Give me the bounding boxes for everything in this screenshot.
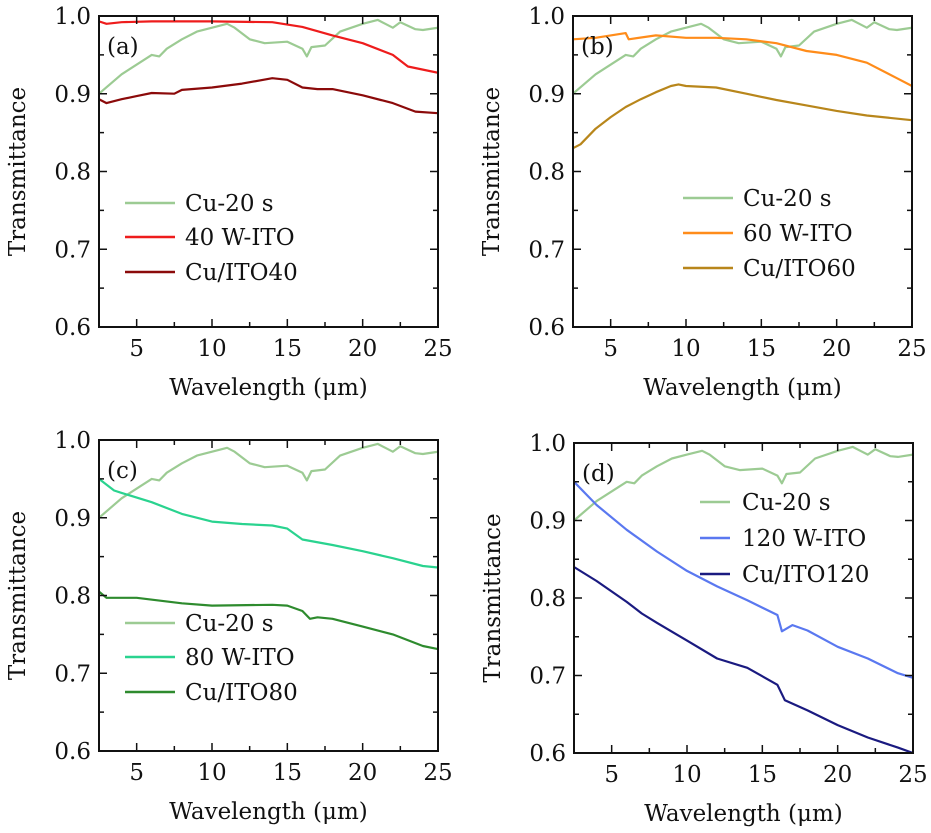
y-tick-label: 0.6 xyxy=(528,315,565,341)
legend-label: Cu-20 s xyxy=(185,191,274,217)
plot-frame xyxy=(572,15,913,328)
legend-label: 80 W-ITO xyxy=(185,645,295,671)
x-tick-label: 10 xyxy=(671,336,700,362)
x-axis-label: Wavelength (μm) xyxy=(643,375,842,401)
legend-label: Cu/ITO60 xyxy=(743,256,856,282)
legend-label: 60 W-ITO xyxy=(743,221,853,247)
legend-label: 120 W-ITO xyxy=(742,526,866,552)
x-tick-label: 25 xyxy=(898,762,927,788)
x-tick-label: 20 xyxy=(823,762,852,788)
x-axis-label: Wavelength (μm) xyxy=(169,375,368,401)
panel-b: Cu-20 s 60 W-ITO Cu/ITO60 5 10 15 20 25 0.6 0.7 0.… xyxy=(479,4,927,401)
x-tick-label: 10 xyxy=(197,336,226,362)
legend-label: Cu/ITO80 xyxy=(185,680,298,706)
y-axis-label: Transmittance xyxy=(479,87,505,256)
series-line-60-w-ito xyxy=(573,32,912,87)
x-tick-label: 20 xyxy=(348,760,377,786)
series-line-cu-20-s xyxy=(99,18,438,95)
y-tick-label: 0.9 xyxy=(529,509,566,535)
x-axis-label: Wavelength (μm) xyxy=(169,799,368,825)
x-tick-label: 25 xyxy=(423,760,452,786)
x-tick-label: 15 xyxy=(273,760,302,786)
series-line-cu-20-s xyxy=(574,445,913,522)
legend-label: Cu-20 s xyxy=(743,186,832,212)
x-tick-label: 5 xyxy=(129,760,144,786)
y-tick-label: 0.9 xyxy=(54,82,91,108)
legend-label: Cu/ITO40 xyxy=(185,260,298,286)
series-line-80-w-ito xyxy=(99,478,438,569)
y-tick-label: 0.9 xyxy=(528,82,565,108)
x-tick-label: 25 xyxy=(423,336,452,362)
panel-label: (a) xyxy=(107,34,139,60)
y-tick-label: 0.6 xyxy=(54,739,91,765)
y-tick-label: 0.7 xyxy=(54,237,91,263)
x-tick-label: 5 xyxy=(603,336,618,362)
y-tick-label: 1.0 xyxy=(528,4,565,30)
y-tick-label: 0.8 xyxy=(529,586,566,612)
y-axis-label: Transmittance xyxy=(5,87,31,256)
series-line-cu-20-s xyxy=(573,18,912,95)
series-line-cu-20-s xyxy=(99,442,438,519)
x-tick-label: 5 xyxy=(604,762,619,788)
series-line-cu-ito40 xyxy=(99,77,438,115)
y-tick-label: 0.6 xyxy=(529,741,566,767)
x-tick-label: 20 xyxy=(348,336,377,362)
y-axis-label: Transmittance xyxy=(480,513,506,682)
plot-frame xyxy=(98,15,439,328)
y-tick-label: 0.7 xyxy=(528,237,565,263)
x-tick-label: 15 xyxy=(747,336,776,362)
y-tick-label: 1.0 xyxy=(54,428,91,454)
plot-frame xyxy=(98,439,439,752)
panel-d: Cu-20 s 120 W-ITO Cu/ITO120 5 10 15 20 25 0.6 0.7… xyxy=(480,431,928,827)
x-tick-label: 5 xyxy=(129,336,144,362)
x-tick-label: 20 xyxy=(822,336,851,362)
y-tick-label: 0.6 xyxy=(54,315,91,341)
legend-label: Cu-20 s xyxy=(742,490,831,516)
y-tick-label: 0.7 xyxy=(529,664,566,690)
series-line-120-w-ito xyxy=(574,481,913,679)
x-tick-label: 15 xyxy=(748,762,777,788)
y-tick-label: 1.0 xyxy=(529,431,566,457)
legend-label: 40 W-ITO xyxy=(185,225,295,251)
panel-label: (d) xyxy=(582,461,615,487)
x-tick-label: 10 xyxy=(672,762,701,788)
series-line-cu-ito120 xyxy=(574,566,913,753)
y-tick-label: 1.0 xyxy=(54,4,91,30)
series-line-cu-ito60 xyxy=(573,83,912,150)
y-tick-label: 0.8 xyxy=(528,160,565,186)
panel-a: Cu-20 s 40 W-ITO Cu/ITO40 5 10 15 20 25 0.6 0.7 0.… xyxy=(5,4,453,401)
x-tick-label: 10 xyxy=(197,760,226,786)
panel-label: (c) xyxy=(107,458,138,484)
legend-label: Cu-20 s xyxy=(185,611,274,637)
y-axis-label: Transmittance xyxy=(5,511,31,680)
series-line-40-w-ito xyxy=(99,20,438,74)
x-axis-label: Wavelength (μm) xyxy=(644,801,843,827)
series-line-cu-ito80 xyxy=(99,590,438,651)
panel-label: (b) xyxy=(581,34,614,60)
x-tick-label: 15 xyxy=(273,336,302,362)
legend-label: Cu/ITO120 xyxy=(742,562,869,588)
plot-frame xyxy=(573,442,914,754)
y-tick-label: 0.9 xyxy=(54,506,91,532)
panel-c: Cu-20 s 80 W-ITO Cu/ITO80 5 10 15 20 25 0.6 0.7 0.… xyxy=(5,428,453,825)
y-tick-label: 0.8 xyxy=(54,160,91,186)
y-tick-label: 0.8 xyxy=(54,584,91,610)
y-tick-label: 0.7 xyxy=(54,661,91,687)
x-tick-label: 25 xyxy=(897,336,926,362)
